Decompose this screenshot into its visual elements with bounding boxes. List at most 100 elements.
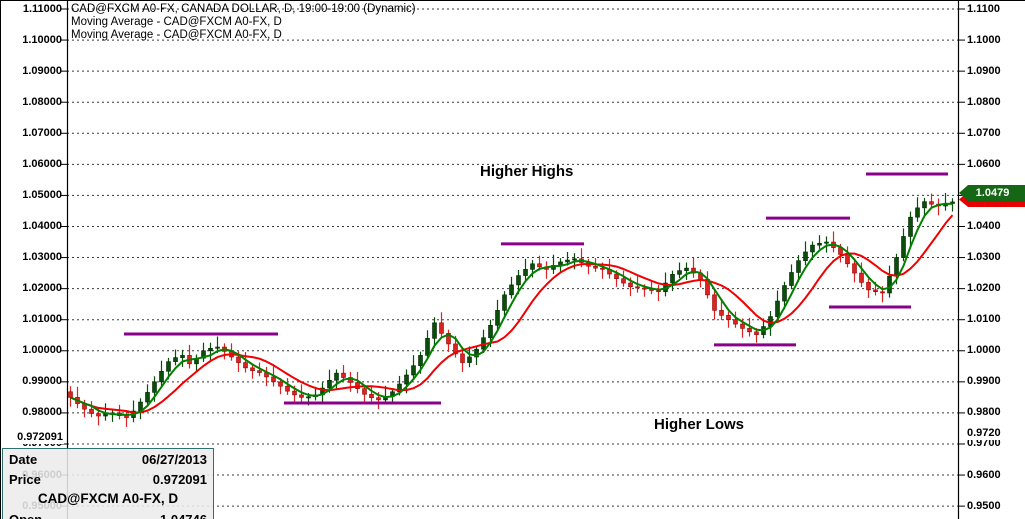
candle-body[interactable] (789, 272, 794, 286)
candle-body[interactable] (467, 356, 472, 363)
candle-body[interactable] (908, 216, 913, 237)
candle-body[interactable] (474, 348, 479, 358)
candle-body[interactable] (215, 346, 220, 349)
candle-body[interactable] (523, 269, 528, 276)
candle-body[interactable] (642, 287, 647, 290)
candle-body[interactable] (901, 236, 906, 258)
candle-body[interactable] (922, 201, 927, 209)
candle-body[interactable] (929, 201, 934, 205)
candle-body[interactable] (845, 254, 850, 265)
candle-body[interactable] (754, 331, 759, 335)
candle-body[interactable] (411, 365, 416, 376)
candle-body[interactable] (271, 376, 276, 383)
candle-body[interactable] (285, 385, 290, 392)
candle-body[interactable] (614, 273, 619, 279)
candle-body[interactable] (166, 361, 171, 372)
candle-body[interactable] (257, 370, 262, 373)
candle-body[interactable] (775, 300, 780, 317)
candle-body[interactable] (572, 258, 577, 261)
candle-body[interactable] (369, 393, 374, 398)
candle-body[interactable] (453, 343, 458, 355)
candle-body[interactable] (145, 392, 150, 403)
candle-body[interactable] (89, 408, 94, 414)
candle-body[interactable] (565, 259, 570, 263)
candle-body[interactable] (180, 355, 185, 358)
candle-body[interactable] (712, 294, 717, 311)
candle-body[interactable] (803, 251, 808, 261)
right-axis-price-label: 1.0700 (967, 126, 1001, 139)
candle-body[interactable] (173, 357, 178, 362)
candle-body[interactable] (432, 322, 437, 339)
candle-body[interactable] (782, 285, 787, 302)
candle-body[interactable] (866, 282, 871, 291)
higher-lows-annotation[interactable]: Higher Lows (654, 416, 745, 433)
left-axis-price-label: 1.08000 (22, 95, 62, 108)
left-axis-price-label: 1.00000 (22, 344, 62, 357)
left-axis-price-label: 0.98000 (22, 406, 62, 419)
candle-body[interactable] (593, 265, 598, 269)
candle-body[interactable] (236, 356, 241, 363)
candle-body[interactable] (796, 260, 801, 273)
candle-body[interactable] (418, 355, 423, 366)
candle-body[interactable] (635, 286, 640, 289)
candle-body[interactable] (495, 310, 500, 326)
candle-body[interactable] (915, 207, 920, 218)
candle-body[interactable] (824, 241, 829, 244)
candle-body[interactable] (810, 244, 815, 253)
candle-body[interactable] (537, 263, 542, 268)
candle-body[interactable] (250, 367, 255, 371)
candle-body[interactable] (208, 347, 213, 352)
candle-body[interactable] (341, 372, 346, 378)
higher-highs-annotation[interactable]: Higher Highs (480, 163, 574, 180)
candle-body[interactable] (488, 324, 493, 339)
candle-body[interactable] (894, 257, 899, 277)
candle-body[interactable] (376, 397, 381, 401)
candle-body[interactable] (446, 333, 451, 345)
candle-body[interactable] (509, 284, 514, 296)
candle-body[interactable] (726, 315, 731, 320)
candle-body[interactable] (439, 322, 444, 334)
candle-body[interactable] (621, 278, 626, 284)
candle-body[interactable] (873, 289, 878, 293)
candle-body[interactable] (299, 394, 304, 398)
candle-body[interactable] (306, 396, 311, 399)
candle-body[interactable] (747, 328, 752, 333)
candle-body[interactable] (677, 270, 682, 275)
candle-body[interactable] (152, 381, 157, 393)
candle-body[interactable] (733, 319, 738, 325)
candle-body[interactable] (460, 353, 465, 363)
candle-body[interactable] (600, 267, 605, 270)
candle-body[interactable] (880, 291, 885, 294)
candle-body[interactable] (243, 362, 248, 369)
moving-average-line[interactable] (70, 202, 953, 416)
indicator-title-1: Moving Average - CAD@FXCM A0-FX, D (71, 16, 282, 28)
candle-body[interactable] (530, 263, 535, 270)
candle-body[interactable] (684, 267, 689, 271)
candle-body[interactable] (159, 370, 164, 383)
candle-body[interactable] (425, 338, 430, 356)
candle-body[interactable] (502, 294, 507, 311)
moving-average-line[interactable] (70, 214, 954, 414)
candle-body[interactable] (852, 263, 857, 274)
candle-body[interactable] (334, 372, 339, 381)
candle-body[interactable] (516, 275, 521, 286)
data-window-tooltip: Date 06/27/2013 Price 0.972091 CAD@FXCM … (2, 448, 214, 519)
candle-body[interactable] (278, 381, 283, 387)
right-price-axis[interactable]: 1.11001.10001.09001.08001.07001.06001.05… (967, 1, 1025, 519)
candle-body[interactable] (719, 310, 724, 316)
candle-body[interactable] (404, 374, 409, 385)
candle-body[interactable] (68, 391, 73, 398)
candle-body[interactable] (817, 242, 822, 246)
candle-body[interactable] (292, 390, 297, 396)
candle-body[interactable] (201, 350, 206, 359)
candle-body[interactable] (327, 379, 332, 389)
candle-body[interactable] (740, 323, 745, 329)
crosshair-price-label-left: 0.972091 (1, 431, 64, 444)
candle-body[interactable] (362, 388, 367, 395)
candle-body[interactable] (859, 272, 864, 283)
candle-body[interactable] (670, 274, 675, 284)
candle-body[interactable] (628, 282, 633, 288)
candle-body[interactable] (96, 413, 101, 417)
